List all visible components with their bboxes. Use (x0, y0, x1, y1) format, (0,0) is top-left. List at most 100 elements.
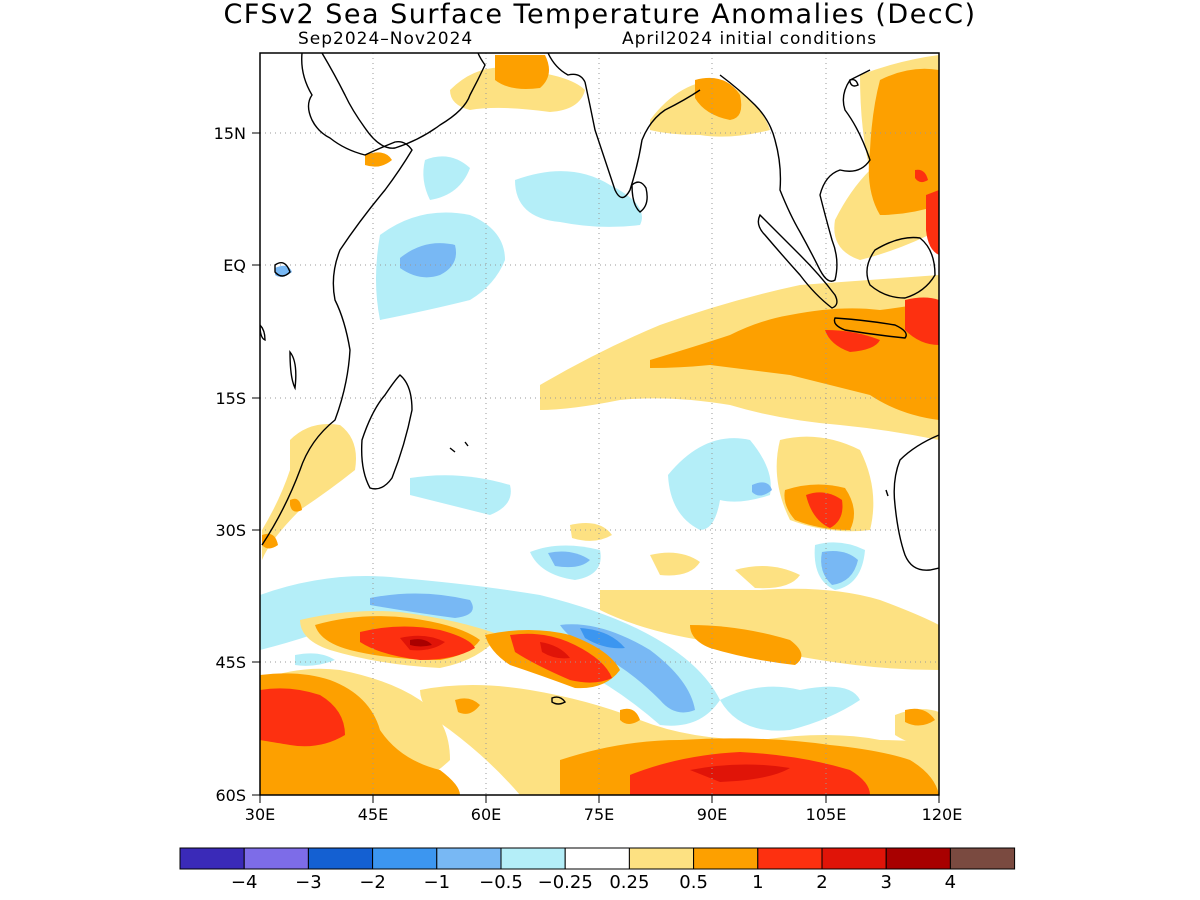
colorbar-label: 0.25 (609, 872, 649, 893)
colorbar-swatch (564, 847, 630, 870)
initial-conditions: April2024 initial conditions (622, 29, 878, 49)
latitude-labels: 15N EQ 15S 30S 45S 60S (214, 124, 246, 805)
borneo-coastline (866, 236, 936, 299)
anomaly-region (423, 156, 470, 200)
anomaly-region (580, 628, 625, 649)
anomaly-region (905, 708, 935, 726)
lon-label: 105E (806, 805, 847, 824)
colorbar-swatch (885, 847, 951, 870)
lon-label: 30E (245, 805, 275, 824)
island-coastline (464, 441, 469, 447)
island-coastline (274, 262, 291, 277)
grid-lines (260, 53, 939, 795)
anomaly-region (752, 482, 772, 496)
colorbar-label: −0.25 (538, 872, 593, 893)
anomaly-region (690, 764, 790, 782)
coastlines (260, 53, 939, 705)
anomaly-region (868, 68, 939, 215)
island-coastline (849, 78, 859, 87)
colorbar-label: −2 (359, 872, 386, 893)
colorbar-swatch (436, 847, 502, 870)
lat-label: 15S (215, 389, 246, 408)
lat-label: 30S (215, 521, 246, 540)
anomaly-region (410, 475, 511, 515)
anomaly-region (695, 77, 742, 120)
colorbar-swatch (757, 847, 823, 870)
anomaly-region (570, 522, 612, 541)
anomaly-region (410, 639, 432, 647)
colorbar-label: −4 (231, 872, 258, 893)
colorbar-swatch (949, 847, 1016, 870)
colorbar-swatch (821, 847, 887, 870)
lat-label: EQ (223, 256, 246, 275)
colorbar-label: −0.5 (479, 872, 523, 893)
lon-label: 75E (584, 805, 614, 824)
anomaly-region (262, 424, 356, 560)
anomaly-region (650, 552, 700, 576)
anomaly-shading (260, 55, 939, 795)
anomaly-region (455, 698, 480, 714)
island-coastline (289, 350, 297, 391)
arabia-coastline (321, 53, 486, 149)
lat-label: 60S (215, 786, 246, 805)
anomaly-region (690, 625, 802, 665)
lon-label: 90E (697, 805, 727, 824)
india-coastline (584, 81, 701, 199)
anomaly-region (295, 653, 335, 666)
anomaly-region (720, 686, 860, 731)
colorbar-swatch (307, 847, 374, 870)
anomaly-region (262, 533, 278, 549)
lat-label: 15N (214, 124, 246, 143)
island-coastline (885, 489, 889, 497)
colorbar-label: 0.5 (679, 872, 708, 893)
colorbar-label: 2 (816, 872, 827, 893)
java-coastline (833, 317, 907, 339)
colorbar-swatch (500, 847, 566, 870)
colorbar-swatch (372, 847, 438, 870)
anomaly-region (620, 708, 640, 724)
colorbar-swatch (628, 847, 695, 870)
africa-coastline (261, 53, 413, 546)
island-coastline (551, 696, 567, 705)
anomaly-region (365, 152, 392, 167)
anomaly-region (290, 498, 302, 512)
map-title: CFSv2 Sea Surface Temperature Anomalies … (223, 0, 977, 30)
lon-label: 60E (471, 805, 501, 824)
colorbar: −4 −3 −2 −1 −0.5 −0.25 0.25 0.5 1 2 3 4 (179, 847, 1016, 893)
anomaly-region (905, 297, 939, 345)
gulf-coastline (547, 53, 586, 83)
anomaly-region (915, 169, 928, 183)
axis-ticks (252, 132, 940, 803)
island-coastline (449, 447, 456, 453)
colorbar-label: 4 (945, 872, 956, 893)
lon-label: 45E (358, 805, 388, 824)
anomaly-region (600, 588, 939, 670)
colorbar-label: 3 (880, 872, 891, 893)
sumatra-coastline (757, 213, 838, 309)
australia-coastline (893, 434, 939, 571)
lat-label: 45S (215, 653, 246, 672)
colorbar-swatch (693, 847, 759, 870)
forecast-period: Sep2024–Nov2024 (298, 29, 474, 49)
anomaly-region (400, 243, 456, 278)
anomaly-region (821, 551, 858, 585)
longitude-labels: 30E 45E 60E 75E 90E 105E 120E (245, 805, 963, 824)
anomaly-region (260, 688, 345, 747)
colorbar-swatch (243, 847, 309, 870)
anomaly-region (735, 566, 800, 589)
colorbar-label: −1 (424, 872, 451, 893)
colorbar-swatch (179, 847, 245, 870)
anomaly-region (370, 593, 473, 618)
anomaly-region (515, 171, 642, 227)
anomaly-region (926, 190, 939, 255)
anomaly-region (668, 438, 771, 530)
anomaly-region (450, 67, 585, 112)
anomaly-region (650, 300, 939, 420)
anomaly-region (540, 642, 570, 659)
anomaly-region (825, 330, 880, 352)
colorbar-label: 1 (752, 872, 763, 893)
anomaly-region (806, 492, 843, 528)
burma-coastline (719, 69, 871, 282)
sri-lanka-coastline (631, 181, 648, 213)
